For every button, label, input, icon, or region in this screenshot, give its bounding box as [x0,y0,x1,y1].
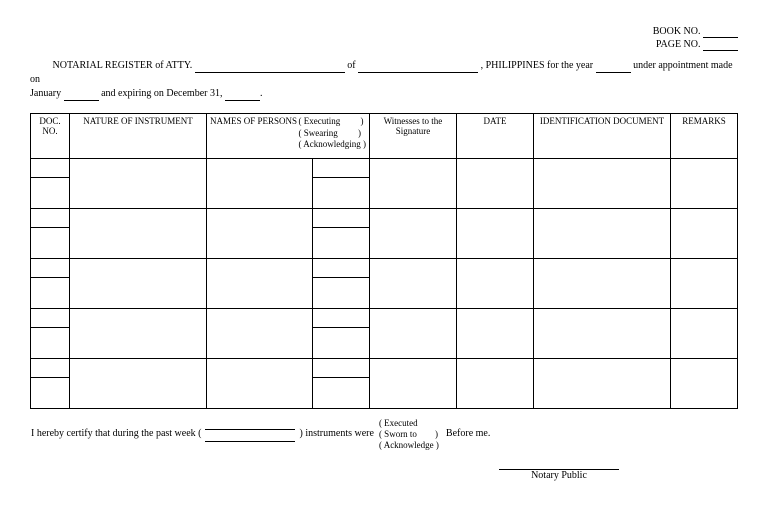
table-row [31,259,738,278]
names-label: NAMES OF PERSONS [210,116,299,151]
book-no-label: BOOK NO. [653,26,701,37]
page-no-label: PAGE NO. [656,39,701,50]
top-right-block: BOOK NO. PAGE NO. [30,25,738,51]
col-remarks: REMARKS [671,114,738,159]
header-text: NOTARIAL REGISTER of ATTY. of , PHILIPPI… [30,59,738,101]
signature-block: Notary Public [380,469,738,481]
col-names: NAMES OF PERSONS ( Executing ) ( Swearin… [207,114,370,159]
cert-executed: ( Executed [379,418,439,429]
atty-blank[interactable] [195,72,345,73]
of-blank[interactable] [358,72,478,73]
opt-swearing: ( Swearing [299,128,338,138]
page-no-blank[interactable] [703,50,738,51]
header-expiring: and expiring on December 31, [101,88,222,99]
col-id: IDENTIFICATION DOCUMENT [534,114,671,159]
cert-sworn: ( Sworn to [379,429,417,439]
cert-before: Before me. [446,428,490,439]
opt-executing: ( Executing [299,116,341,126]
table-row [31,159,738,178]
header-prefix: NOTARIAL REGISTER of ATTY. [53,60,193,71]
notary-label: Notary Public [380,470,738,481]
col-witnesses: Witnesses to the Signature [370,114,457,159]
col-date: DATE [457,114,534,159]
header-phil: , PHILIPPINES for the year [481,60,593,71]
table-row [31,359,738,378]
header-of: of [347,60,355,71]
cert-text: I hereby certify that during the past we… [31,428,202,439]
jan-blank[interactable] [64,100,99,101]
table-row [31,209,738,228]
year-blank[interactable] [596,72,631,73]
header-row: DOC. NO. NATURE OF INSTRUMENT NAMES OF P… [31,114,738,159]
cert-instr: ) instruments were [300,428,374,439]
certification-line: I hereby certify that during the past we… [30,417,738,451]
opt-ack: ( Acknowledging ) [299,139,367,151]
col-nature: NATURE OF INSTRUMENT [70,114,207,159]
header-jan: January [30,88,61,99]
cert-ack: ( Acknowledge ) [379,440,439,451]
col-doc-no: DOC. NO. [31,114,70,159]
dec-blank[interactable] [225,100,260,101]
register-table: DOC. NO. NATURE OF INSTRUMENT NAMES OF P… [30,113,738,409]
table-row [31,309,738,328]
